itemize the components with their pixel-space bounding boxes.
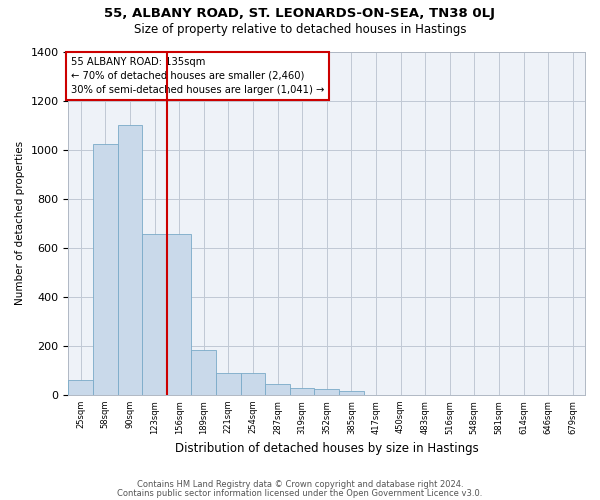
Bar [241, 373, 265, 395]
Bar [167, 234, 191, 395]
Bar [265, 384, 290, 395]
Text: Contains public sector information licensed under the Open Government Licence v3: Contains public sector information licen… [118, 488, 482, 498]
Bar [339, 392, 364, 395]
Bar [93, 144, 118, 395]
X-axis label: Distribution of detached houses by size in Hastings: Distribution of detached houses by size … [175, 442, 479, 455]
Text: 55 ALBANY ROAD: 135sqm
← 70% of detached houses are smaller (2,460)
30% of semi-: 55 ALBANY ROAD: 135sqm ← 70% of detached… [71, 56, 325, 94]
Text: Contains HM Land Registry data © Crown copyright and database right 2024.: Contains HM Land Registry data © Crown c… [137, 480, 463, 489]
Bar [118, 125, 142, 395]
Bar [68, 380, 93, 395]
Bar [191, 350, 216, 395]
Bar [314, 389, 339, 395]
Bar [290, 388, 314, 395]
Bar [216, 373, 241, 395]
Text: Size of property relative to detached houses in Hastings: Size of property relative to detached ho… [134, 22, 466, 36]
Bar [142, 234, 167, 395]
Y-axis label: Number of detached properties: Number of detached properties [15, 141, 25, 306]
Text: 55, ALBANY ROAD, ST. LEONARDS-ON-SEA, TN38 0LJ: 55, ALBANY ROAD, ST. LEONARDS-ON-SEA, TN… [104, 8, 496, 20]
